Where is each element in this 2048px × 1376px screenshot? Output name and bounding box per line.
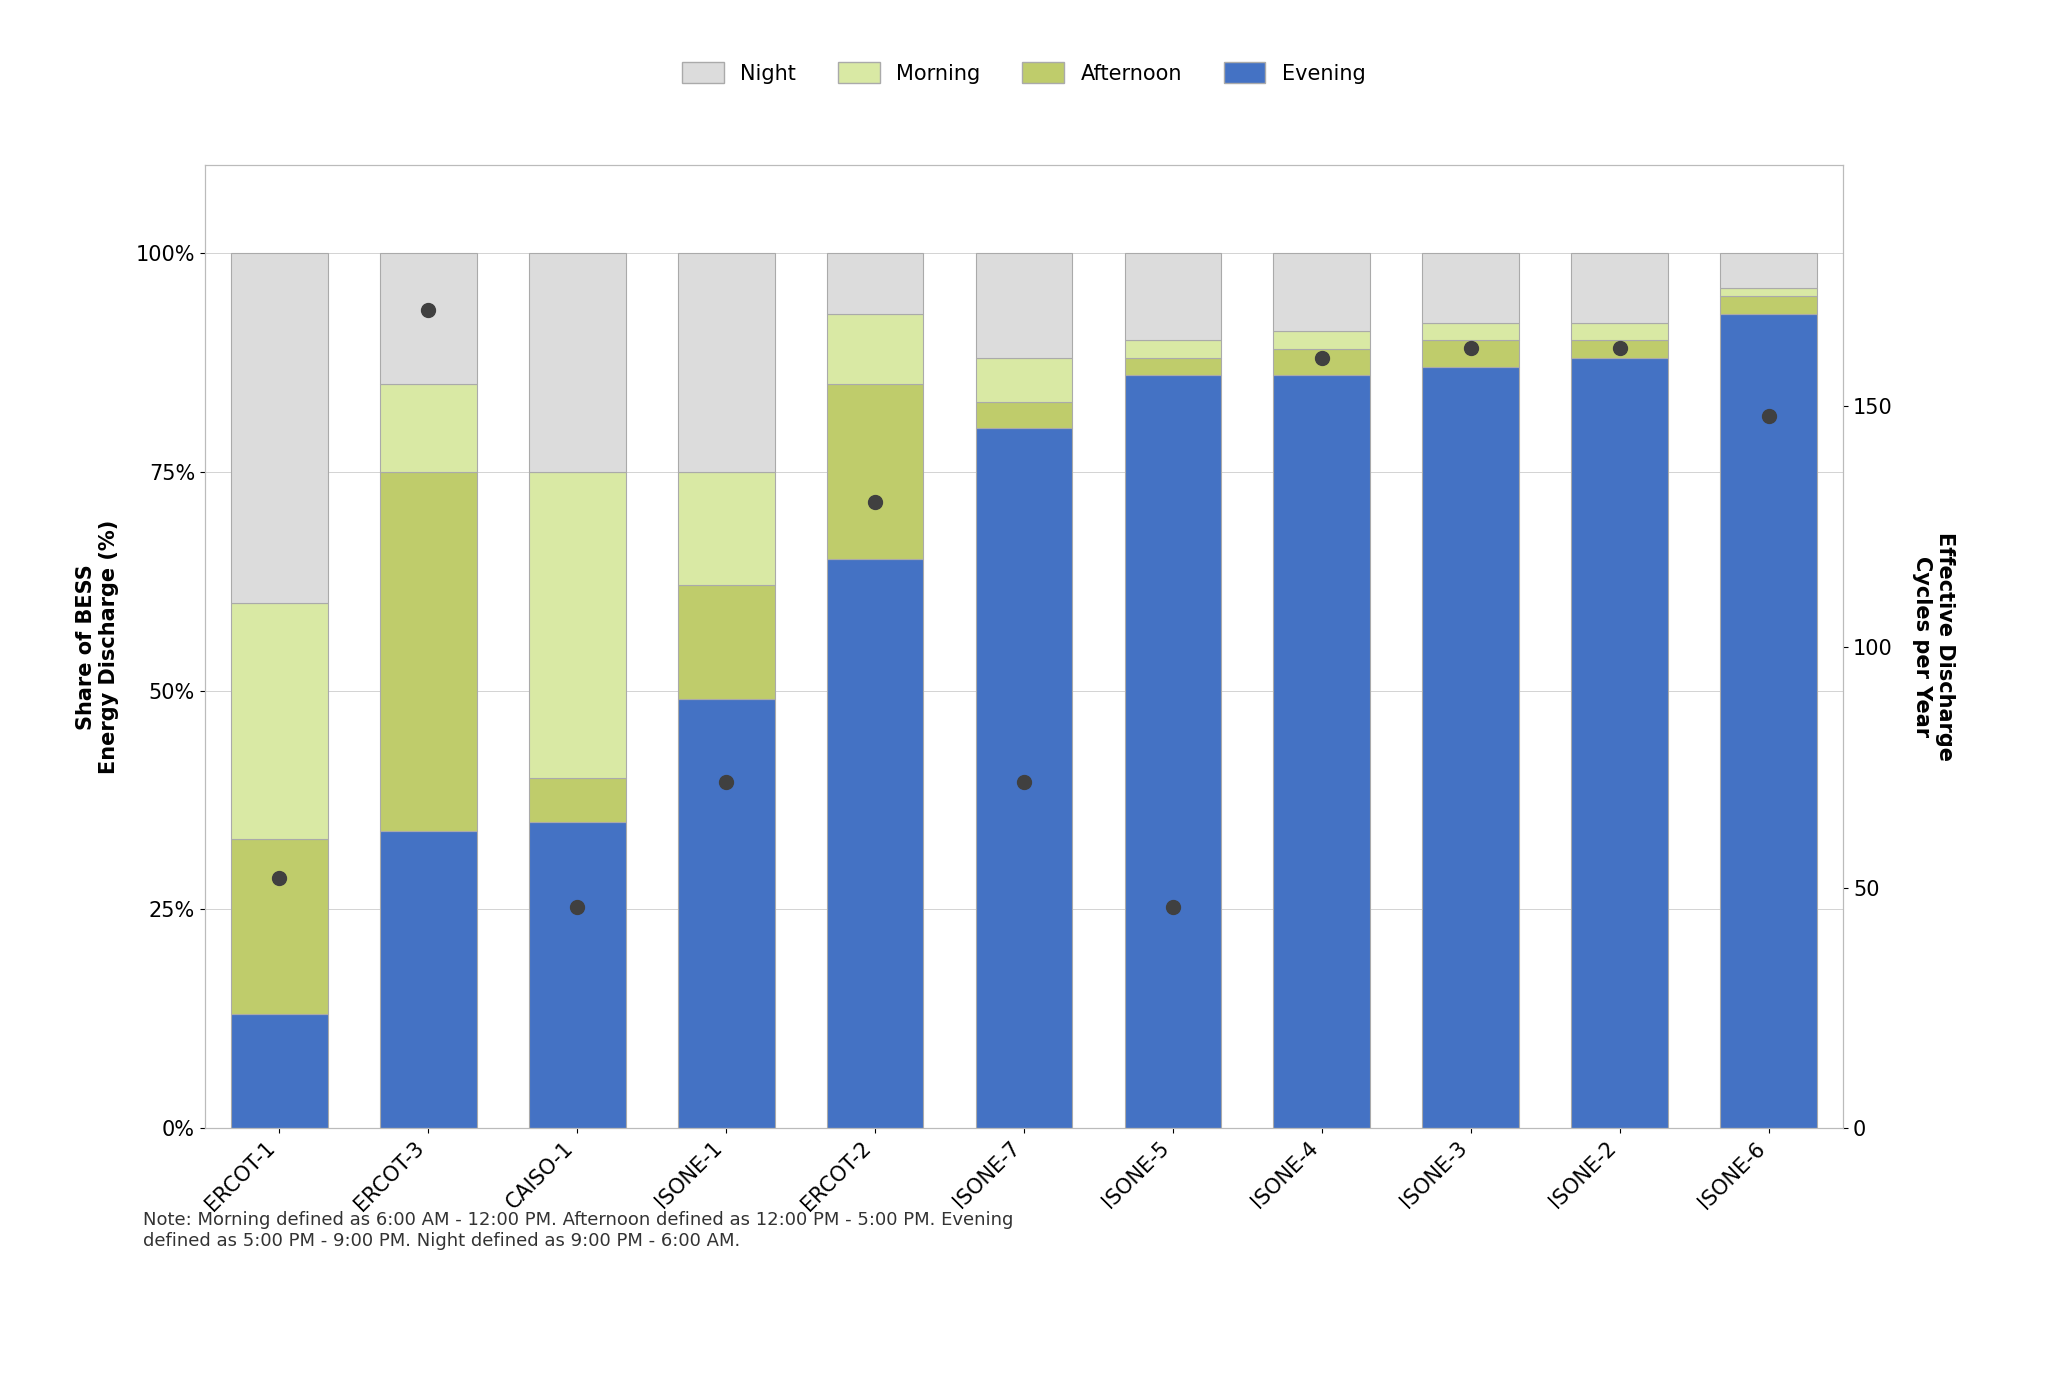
Bar: [528, 821, 625, 1128]
Bar: [379, 253, 477, 384]
Point: [711, 771, 743, 793]
Bar: [1720, 314, 1817, 1128]
Bar: [1423, 253, 1520, 323]
Bar: [231, 839, 328, 1014]
Point: [1454, 337, 1487, 359]
Bar: [827, 559, 924, 1128]
Point: [262, 867, 295, 889]
Bar: [678, 699, 774, 1128]
Bar: [1423, 340, 1520, 366]
Bar: [1571, 253, 1669, 323]
Bar: [827, 384, 924, 559]
Bar: [1571, 358, 1669, 1128]
Bar: [528, 777, 625, 821]
Bar: [827, 314, 924, 384]
Legend: Night, Morning, Afternoon, Evening: Night, Morning, Afternoon, Evening: [672, 52, 1376, 94]
Bar: [827, 253, 924, 314]
Bar: [1274, 350, 1370, 376]
Bar: [1124, 253, 1221, 340]
Point: [1305, 347, 1337, 369]
Bar: [1423, 323, 1520, 340]
Point: [1604, 337, 1636, 359]
Bar: [1571, 340, 1669, 358]
Text: Note: Morning defined as 6:00 AM - 12:00 PM. Afternoon defined as 12:00 PM - 5:0: Note: Morning defined as 6:00 AM - 12:00…: [143, 1211, 1014, 1249]
Bar: [231, 603, 328, 839]
Bar: [1274, 376, 1370, 1128]
Bar: [678, 585, 774, 699]
Bar: [975, 428, 1073, 1128]
Point: [412, 299, 444, 321]
Bar: [1423, 366, 1520, 1128]
Bar: [678, 253, 774, 472]
Bar: [379, 831, 477, 1128]
Y-axis label: Effective Discharge
Cycles per Year: Effective Discharge Cycles per Year: [1913, 533, 1956, 761]
Y-axis label: Share of BESS
Energy Discharge (%): Share of BESS Energy Discharge (%): [76, 520, 119, 773]
Bar: [1720, 253, 1817, 288]
Point: [1753, 405, 1786, 427]
Bar: [1720, 288, 1817, 296]
Bar: [379, 472, 477, 831]
Bar: [1274, 332, 1370, 350]
Bar: [379, 384, 477, 472]
Bar: [1720, 296, 1817, 314]
Bar: [1124, 340, 1221, 358]
Bar: [1571, 323, 1669, 340]
Point: [1008, 771, 1040, 793]
Bar: [975, 253, 1073, 358]
Bar: [975, 402, 1073, 428]
Bar: [231, 253, 328, 603]
Point: [1157, 896, 1190, 918]
Bar: [231, 1014, 328, 1128]
Point: [561, 896, 594, 918]
Bar: [678, 472, 774, 585]
Bar: [1124, 358, 1221, 376]
Bar: [528, 472, 625, 777]
Bar: [1274, 253, 1370, 332]
Bar: [975, 358, 1073, 402]
Point: [858, 491, 891, 513]
Bar: [1124, 376, 1221, 1128]
Bar: [528, 253, 625, 472]
